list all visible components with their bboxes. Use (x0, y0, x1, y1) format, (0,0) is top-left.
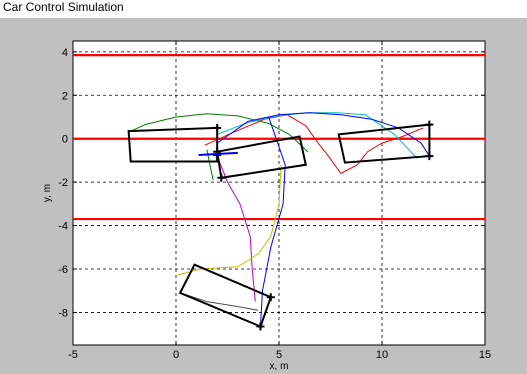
y-tick-label: 4 (62, 47, 68, 59)
y-tick-label: -2 (58, 177, 68, 189)
wheel-marker (425, 152, 434, 161)
vehicle-outline (127, 126, 219, 163)
y-tick-label: 0 (62, 134, 68, 146)
y-axis-label: y, m (42, 184, 53, 202)
y-tick-label: -8 (58, 307, 68, 319)
trajectory-line (175, 164, 282, 276)
wheel-marker (256, 322, 265, 331)
wheel-marker (425, 120, 434, 129)
x-tick-label: 15 (479, 349, 491, 361)
vehicle-outline (216, 135, 308, 179)
y-tick-label: -6 (58, 264, 68, 276)
trajectory-line (206, 149, 214, 181)
wheel-marker (266, 293, 275, 302)
y-tick-label: -4 (58, 221, 68, 233)
y-tick-label: 2 (62, 90, 68, 102)
trajectory-line (217, 112, 418, 159)
x-tick-label: 5 (276, 349, 282, 361)
heading-line (198, 151, 238, 156)
wheel-marker (217, 173, 226, 182)
x-axis-label: x, m (270, 361, 289, 372)
window-title: Car Control Simulation (0, 0, 527, 18)
x-tick-label: -5 (68, 349, 78, 361)
x-tick-label: 10 (376, 349, 388, 361)
trajectory-line (128, 113, 309, 153)
trajectory-line (216, 112, 430, 157)
trajectory-line (179, 292, 259, 311)
wheel-marker (213, 123, 222, 132)
trajectory-line (260, 116, 286, 326)
x-tick-label: 0 (173, 349, 179, 361)
